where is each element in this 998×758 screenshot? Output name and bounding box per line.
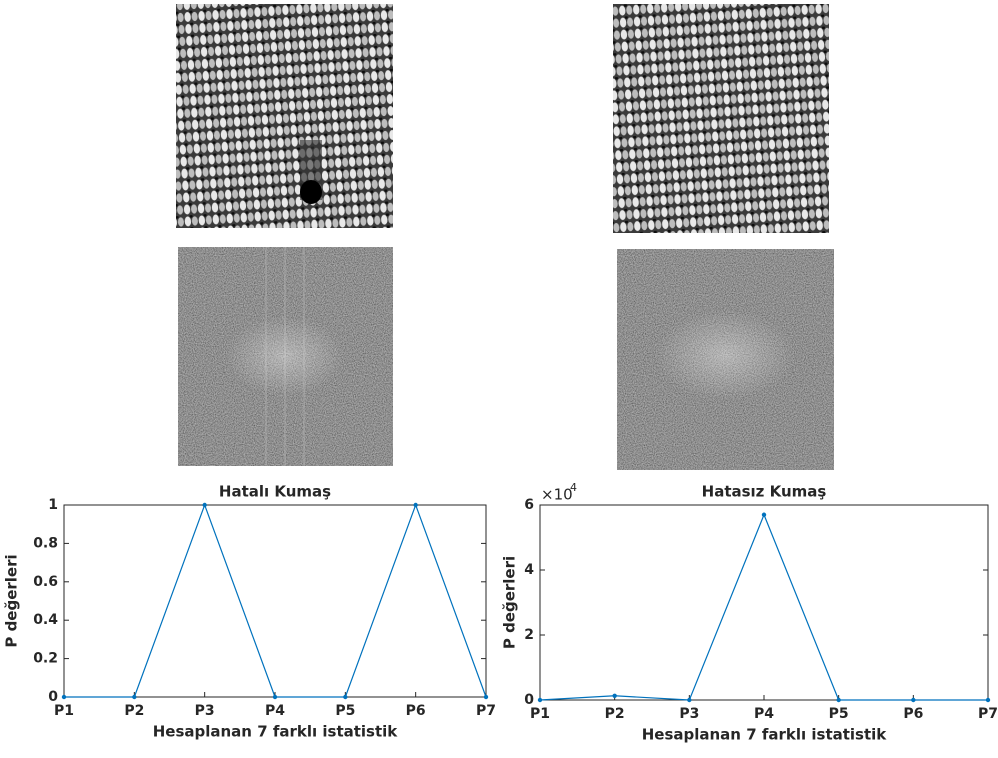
y-tick-label: 0: [524, 692, 534, 708]
exponent-power: 4: [570, 481, 577, 494]
marker: [272, 694, 278, 700]
y-tick-label: 0.4: [33, 612, 58, 628]
marker: [537, 697, 543, 703]
x-tick-label: P1: [54, 703, 74, 719]
x-tick-label: P7: [978, 706, 998, 722]
marker: [202, 502, 207, 508]
y-tick-label: 0: [48, 689, 58, 705]
x-tick-label: P4: [754, 706, 774, 722]
y-tick-label: 0.2: [33, 651, 58, 667]
x-tick-label: P6: [903, 706, 923, 722]
y-axis-label: P değerleri: [501, 556, 519, 649]
chart-title: Hatasız Kumaş: [702, 483, 827, 501]
y-tick-label: 2: [524, 627, 534, 643]
marker: [985, 697, 991, 703]
y-tick-label: 0.6: [33, 574, 58, 590]
marker: [343, 694, 348, 700]
y-tick-label: 0.8: [33, 535, 58, 551]
marker: [761, 512, 767, 517]
fabric-clean: [613, 4, 829, 233]
x-tick-label: P7: [476, 703, 496, 719]
x-axis-label: Hesaplanan 7 farklı istatistik: [153, 723, 399, 741]
y-tick-label: 4: [524, 562, 534, 578]
chart-title: Hatalı Kumaş: [219, 483, 331, 501]
marker: [836, 697, 841, 703]
y-tick-label: 6: [524, 497, 534, 513]
marker: [413, 502, 418, 508]
fft-clean: [617, 249, 834, 470]
marker: [132, 694, 137, 700]
axes-box: [63, 504, 487, 698]
x-tick-label: P5: [335, 703, 355, 719]
x-tick-label: P5: [829, 706, 849, 722]
marker: [911, 697, 916, 703]
marker: [483, 694, 489, 700]
x-tick-label: P3: [679, 706, 699, 722]
axes-box: [539, 504, 989, 701]
marker: [687, 697, 692, 703]
marker: [612, 693, 617, 698]
x-axis-label: Hesaplanan 7 farklı istatistik: [642, 726, 888, 744]
marker: [61, 694, 67, 700]
y-tick-label: 1: [48, 497, 58, 513]
fabric-defective: [176, 4, 393, 228]
y-axis-label: P değerleri: [3, 554, 21, 647]
exponent-base: ×10: [541, 486, 573, 504]
x-tick-label: P4: [265, 703, 285, 719]
x-tick-label: P6: [406, 703, 426, 719]
x-tick-label: P1: [530, 706, 550, 722]
x-tick-label: P2: [605, 706, 625, 722]
x-tick-label: P2: [124, 703, 144, 719]
x-tick-label: P3: [195, 703, 215, 719]
fft-defective: [178, 247, 393, 466]
